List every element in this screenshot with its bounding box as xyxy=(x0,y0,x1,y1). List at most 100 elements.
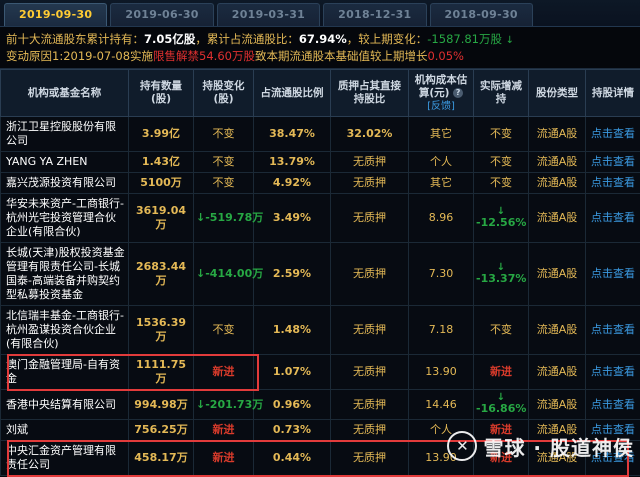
summary-period-change: -1587.81万股 xyxy=(427,32,502,46)
detail-link[interactable]: 点击查看 xyxy=(586,117,640,152)
col-header-5: 机构成本估算(元) ?[反馈] xyxy=(409,70,474,117)
table-row: 长城(天津)股权投资基金管理有限责任公司-长城国泰-高端装备并购契约型私募投资基… xyxy=(1,243,640,306)
org-name: 长城(天津)股权投资基金管理有限责任公司-长城国泰-高端装备并购契约型私募投资基… xyxy=(1,243,129,306)
period-tab-2018-09-30[interactable]: 2018-09-30 xyxy=(430,3,533,26)
col-header-label: 持股变化(股) xyxy=(203,80,245,105)
share-type: 流通A股 xyxy=(529,390,586,420)
hold-change: 新进 xyxy=(194,441,254,476)
detail-link[interactable]: 点击查看 xyxy=(586,243,640,306)
summary-l2-prefix: 变动原因1:2019-07-08实施 xyxy=(6,49,153,63)
down-arrow-icon: ↓ xyxy=(476,263,526,272)
pledge-ratio: 无质押 xyxy=(331,355,409,390)
float-ratio: 4.92% xyxy=(254,173,331,194)
detail-link[interactable]: 点击查看 xyxy=(586,441,640,476)
float-ratio: 1.07% xyxy=(254,355,331,390)
hold-change: 不变 xyxy=(194,173,254,194)
cost-estimate: 其它 xyxy=(409,117,474,152)
summary-l1-mid2: ，较上期变化： xyxy=(347,32,428,46)
hold-qty: 994.98万 xyxy=(129,390,194,420)
org-name: YANG YA ZHEN xyxy=(1,152,129,173)
hold-change: 不变 xyxy=(194,117,254,152)
actual-change: ↓-13.37% xyxy=(474,243,529,306)
pledge-ratio: 32.02% xyxy=(331,117,409,152)
org-name: 香港中央结算有限公司 xyxy=(1,390,129,420)
hold-change-value: -414.00万 xyxy=(205,267,263,280)
hold-qty: 2683.44万 xyxy=(129,243,194,306)
pledge-ratio: 无质押 xyxy=(331,420,409,441)
hold-change-value: -519.78万 xyxy=(205,211,263,224)
hold-qty: 5100万 xyxy=(129,173,194,194)
detail-link[interactable]: 点击查看 xyxy=(586,306,640,355)
share-type: 流通A股 xyxy=(529,306,586,355)
hold-qty: 3.99亿 xyxy=(129,117,194,152)
cost-estimate: 8.96 xyxy=(409,194,474,243)
actual-change-value: -13.37% xyxy=(476,272,526,286)
actual-change-value: -12.56% xyxy=(476,216,526,230)
summary-growth-pct: 0.05% xyxy=(427,49,464,63)
hold-change: 新进 xyxy=(194,355,254,390)
cost-estimate: 个人 xyxy=(409,152,474,173)
period-tab-2019-09-30[interactable]: 2019-09-30 xyxy=(4,3,107,26)
detail-link[interactable]: 点击查看 xyxy=(586,152,640,173)
share-type: 流通A股 xyxy=(529,173,586,194)
col-header-label: 实际增减持 xyxy=(480,80,522,105)
float-ratio: 0.96% xyxy=(254,390,331,420)
col-header-4: 质押占其直接持股比 xyxy=(331,70,409,117)
period-tab-2018-12-31[interactable]: 2018-12-31 xyxy=(323,3,426,26)
float-ratio: 2.59% xyxy=(254,243,331,306)
hold-qty: 1536.39万 xyxy=(129,306,194,355)
col-header-label: 机构或基金名称 xyxy=(28,87,102,99)
share-type: 流通A股 xyxy=(529,441,586,476)
col-header-label: 持有数量(股) xyxy=(140,80,182,105)
org-name: 华安未来资产-工商银行-杭州光宅投资管理合伙企业(有限合伙) xyxy=(1,194,129,243)
actual-change: 不变 xyxy=(474,173,529,194)
detail-link[interactable]: 点击查看 xyxy=(586,194,640,243)
summary-line-2: 变动原因1:2019-07-08实施限售解禁54.60万股致本期流通股本基础值较… xyxy=(6,49,634,65)
hold-change: ↓-201.73万 xyxy=(194,390,254,420)
col-header-8: 持股详情 xyxy=(586,70,640,117)
down-arrow-icon: ↓ xyxy=(506,35,514,46)
cost-estimate: 7.18 xyxy=(409,306,474,355)
actual-change: 新进 xyxy=(474,355,529,390)
actual-change: 新进 xyxy=(474,420,529,441)
col-header-6: 实际增减持 xyxy=(474,70,529,117)
detail-link[interactable]: 点击查看 xyxy=(586,420,640,441)
table-header-row: 机构或基金名称持有数量(股)持股变化(股)占流通股比例质押占其直接持股比机构成本… xyxy=(1,70,640,117)
col-header-2: 持股变化(股) xyxy=(194,70,254,117)
help-icon[interactable]: ? xyxy=(453,88,463,98)
org-name: 刘斌 xyxy=(1,420,129,441)
org-name: 中央汇金资产管理有限责任公司 xyxy=(1,441,129,476)
detail-link[interactable]: 点击查看 xyxy=(586,390,640,420)
table-row: 华安未来资产-工商银行-杭州光宅投资管理合伙企业(有限合伙)3619.04万↓-… xyxy=(1,194,640,243)
cost-estimate: 13.90 xyxy=(409,441,474,476)
pledge-ratio: 无质押 xyxy=(331,173,409,194)
summary-l1-prefix: 前十大流通股东累计持有： xyxy=(6,32,144,46)
period-tab-2019-06-30[interactable]: 2019-06-30 xyxy=(110,3,213,26)
period-tab-2019-03-31[interactable]: 2019-03-31 xyxy=(217,3,320,26)
hold-qty: 1111.75万 xyxy=(129,355,194,390)
col-header-label: 持股详情 xyxy=(592,87,634,99)
detail-link[interactable]: 点击查看 xyxy=(586,355,640,390)
detail-link[interactable]: 点击查看 xyxy=(586,173,640,194)
summary-line-1: 前十大流通股东累计持有：7.05亿股，累计占流通股比：67.94%，较上期变化：… xyxy=(6,32,634,49)
hold-change: 新进 xyxy=(194,420,254,441)
cost-estimate: 个人 xyxy=(409,420,474,441)
col-header-0: 机构或基金名称 xyxy=(1,70,129,117)
float-ratio: 13.79% xyxy=(254,152,331,173)
float-ratio: 0.73% xyxy=(254,420,331,441)
feedback-link[interactable]: [反馈] xyxy=(427,101,455,112)
float-ratio: 0.44% xyxy=(254,441,331,476)
col-header-label: 质押占其直接持股比 xyxy=(338,80,401,105)
org-name: 澳门金融管理局-自有资金 xyxy=(1,355,129,390)
share-type: 流通A股 xyxy=(529,194,586,243)
holdings-summary: 前十大流通股东累计持有：7.05亿股，累计占流通股比：67.94%，较上期变化：… xyxy=(0,27,640,69)
